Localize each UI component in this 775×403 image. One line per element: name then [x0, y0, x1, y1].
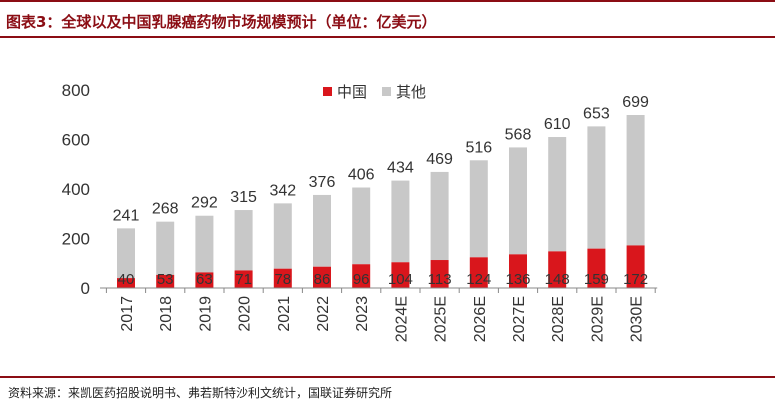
legend: 中国 其他 — [323, 83, 426, 101]
total-label: 610 — [544, 116, 571, 133]
bar-china — [352, 264, 371, 288]
bar-others — [548, 137, 567, 252]
bar-china — [273, 268, 292, 288]
bar-others — [195, 215, 214, 273]
legend-china-label: 中国 — [337, 83, 367, 101]
bar-china — [391, 262, 410, 288]
x-tick-label: 2019 — [197, 296, 214, 332]
total-label: 315 — [230, 189, 257, 206]
legend-china-swatch — [323, 87, 332, 96]
bar-others — [430, 171, 449, 261]
china-label: 159 — [584, 271, 609, 288]
bar-others — [156, 221, 175, 275]
total-label: 699 — [622, 94, 649, 111]
china-label: 63 — [196, 271, 213, 288]
bar-china — [195, 272, 214, 288]
stacked-bar-chart: 0 200 400 600 800 241 40 268 53 292 63 315 71 342 78 3… — [62, 81, 658, 342]
bar-others — [626, 114, 645, 246]
total-label: 469 — [426, 151, 453, 168]
total-label: 268 — [152, 201, 179, 218]
bar-china — [234, 270, 253, 288]
bar-china — [469, 257, 488, 288]
bar-china — [587, 248, 606, 288]
total-label: 434 — [387, 160, 414, 177]
x-tick-label: 2023 — [354, 296, 371, 332]
total-label: 342 — [269, 182, 296, 199]
bar-others — [509, 147, 527, 255]
x-tick-label: 2029E — [589, 296, 606, 342]
y-tick-label: 200 — [62, 230, 90, 249]
bar-china — [430, 260, 449, 288]
china-label: 96 — [353, 271, 370, 288]
china-label: 86 — [314, 271, 331, 288]
total-label: 376 — [309, 174, 336, 191]
x-tick-label: 2028E — [550, 296, 567, 342]
x-tick-label: 2025E — [433, 296, 450, 342]
bar-others — [313, 194, 331, 267]
x-tick-label: 2024E — [393, 296, 410, 342]
bar-china — [548, 251, 567, 288]
y-tick-label: 800 — [62, 81, 90, 100]
china-label: 172 — [623, 271, 648, 288]
title-bar: 图表3：全球以及中国乳腺癌药物市场规模预计（单位：亿美元） — [0, 0, 775, 38]
bar-china — [626, 245, 645, 288]
bars: 241 40 268 53 292 63 315 71 342 78 376 86 406 96 434 10… — [113, 94, 649, 288]
legend-others-swatch — [382, 87, 391, 96]
source-bar: 资料来源：来凯医药招股说明书、弗若斯特沙利文统计，国联证券研究所 — [0, 376, 775, 403]
x-tick-label: 2022 — [315, 296, 332, 332]
bar-others — [234, 210, 253, 271]
x-tick-label: 2021 — [276, 296, 293, 332]
bar-china — [156, 274, 175, 288]
x-tick-label: 2026E — [472, 296, 489, 342]
total-label: 241 — [113, 207, 140, 224]
bar-china — [509, 254, 527, 288]
total-label: 406 — [348, 167, 375, 184]
legend-others-label: 其他 — [396, 83, 426, 101]
china-label: 53 — [157, 271, 174, 288]
bar-others — [117, 228, 135, 279]
china-label: 78 — [274, 271, 291, 288]
china-label: 40 — [118, 271, 135, 288]
total-label: 516 — [465, 139, 492, 156]
china-label: 124 — [466, 271, 491, 288]
total-label: 568 — [505, 126, 532, 143]
x-tick-label: 2020 — [237, 296, 254, 332]
y-tick-label: 600 — [62, 131, 90, 150]
bar-others — [469, 160, 488, 258]
x-tick-label: 2030E — [629, 296, 646, 342]
china-label: 148 — [545, 271, 570, 288]
bar-others — [352, 187, 371, 265]
bar-china — [313, 266, 331, 288]
bar-others — [273, 203, 292, 269]
y-tick-label: 400 — [62, 180, 90, 199]
bar-china — [117, 278, 135, 288]
x-tick-label: 2017 — [119, 296, 136, 332]
china-label: 71 — [235, 271, 252, 288]
source-note: 资料来源：来凯医药招股说明书、弗若斯特沙利文统计，国联证券研究所 — [8, 386, 393, 400]
x-tick-label: 2018 — [158, 296, 175, 332]
x-tick-label: 2027E — [511, 296, 528, 342]
total-label: 653 — [583, 105, 610, 122]
china-label: 136 — [505, 271, 530, 288]
china-label: 113 — [428, 271, 452, 288]
y-tick-label: 0 — [81, 279, 90, 298]
x-axis: 2017 2018 2019 2020 2021 2022 2023 2024E 2025E 20… — [100, 287, 658, 342]
y-axis: 0 200 400 600 800 — [62, 81, 90, 298]
bar-others — [587, 126, 606, 249]
china-label: 104 — [388, 271, 413, 288]
total-label: 292 — [191, 195, 218, 212]
chart-title: 图表3：全球以及中国乳腺癌药物市场规模预计（单位：亿美元） — [6, 13, 437, 31]
bar-others — [391, 180, 410, 263]
